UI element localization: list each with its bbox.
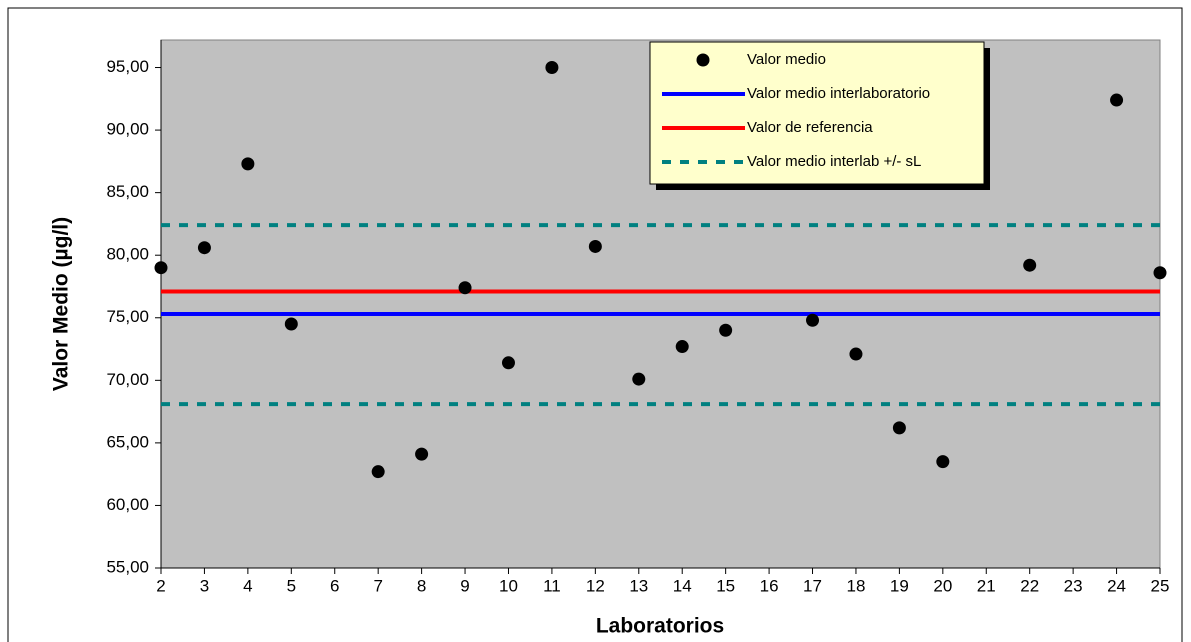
x-tick-label: 23 bbox=[1064, 576, 1083, 595]
data-point bbox=[719, 323, 733, 337]
data-point bbox=[806, 313, 820, 327]
x-tick-label: 12 bbox=[586, 576, 605, 595]
x-tick-label: 5 bbox=[287, 576, 296, 595]
y-tick-label: 75,00 bbox=[106, 307, 149, 326]
x-tick-label: 7 bbox=[373, 576, 382, 595]
legend-marker bbox=[696, 53, 710, 67]
data-point bbox=[501, 356, 515, 370]
x-tick-label: 10 bbox=[499, 576, 518, 595]
data-point bbox=[849, 347, 863, 361]
y-tick-label: 85,00 bbox=[106, 182, 149, 201]
data-point bbox=[415, 447, 429, 461]
x-tick-label: 15 bbox=[716, 576, 735, 595]
x-tick-label: 4 bbox=[243, 576, 252, 595]
x-tick-label: 25 bbox=[1151, 576, 1170, 595]
y-tick-label: 55,00 bbox=[106, 557, 149, 576]
y-tick-label: 60,00 bbox=[106, 495, 149, 514]
x-tick-label: 16 bbox=[760, 576, 779, 595]
y-tick-label: 65,00 bbox=[106, 432, 149, 451]
data-point bbox=[241, 157, 255, 171]
x-tick-label: 8 bbox=[417, 576, 426, 595]
x-tick-label: 17 bbox=[803, 576, 822, 595]
data-point bbox=[675, 340, 689, 354]
y-axis-title: Valor Medio (µg/l) bbox=[50, 217, 73, 391]
data-point bbox=[545, 61, 559, 75]
data-point bbox=[458, 281, 472, 295]
data-point bbox=[1110, 93, 1124, 107]
data-point bbox=[284, 317, 298, 331]
x-tick-label: 6 bbox=[330, 576, 339, 595]
x-tick-label: 18 bbox=[846, 576, 865, 595]
data-point bbox=[936, 455, 950, 469]
x-tick-label: 11 bbox=[543, 576, 561, 595]
data-point bbox=[632, 372, 646, 386]
data-point bbox=[371, 465, 385, 479]
data-point bbox=[1153, 266, 1167, 280]
x-tick-label: 14 bbox=[673, 576, 692, 595]
x-tick-label: 24 bbox=[1107, 576, 1126, 595]
legend-label: Valor de referencia bbox=[747, 119, 873, 136]
x-tick-label: 21 bbox=[977, 576, 996, 595]
x-tick-label: 19 bbox=[890, 576, 909, 595]
x-tick-label: 2 bbox=[156, 576, 165, 595]
data-point bbox=[892, 421, 906, 435]
data-point bbox=[154, 261, 168, 275]
y-tick-label: 80,00 bbox=[106, 245, 149, 264]
legend-label: Valor medio bbox=[747, 51, 826, 68]
data-point bbox=[197, 241, 211, 255]
y-tick-label: 70,00 bbox=[106, 370, 149, 389]
data-point bbox=[588, 239, 602, 253]
x-tick-label: 13 bbox=[629, 576, 648, 595]
x-tick-label: 22 bbox=[1020, 576, 1039, 595]
x-tick-label: 20 bbox=[933, 576, 952, 595]
data-point bbox=[1023, 258, 1037, 272]
x-tick-label: 9 bbox=[460, 576, 469, 595]
legend-label: Valor medio interlaboratorio bbox=[747, 85, 930, 102]
legend-label: Valor medio interlab +/- sL bbox=[747, 153, 921, 170]
x-tick-label: 3 bbox=[200, 576, 209, 595]
y-tick-label: 90,00 bbox=[106, 120, 149, 139]
y-tick-label: 95,00 bbox=[106, 57, 149, 76]
x-axis-title: Laboratorios bbox=[596, 615, 724, 638]
